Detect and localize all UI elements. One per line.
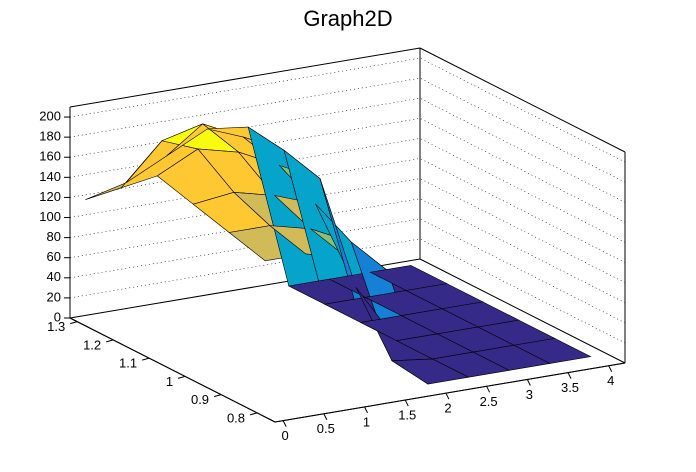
- x-tick-label: 1: [363, 414, 370, 429]
- x-tick: [282, 420, 287, 427]
- x-tick-label: 0: [282, 428, 289, 443]
- z-tick-label: 160: [39, 149, 61, 164]
- x-tick: [486, 386, 491, 393]
- z-tick-label: 60: [47, 249, 61, 264]
- y-tick: [213, 394, 222, 398]
- y-tick-label: 1.2: [83, 337, 101, 352]
- y-tick: [141, 357, 150, 361]
- x-tick: [404, 399, 409, 407]
- grid-line: [69, 77, 626, 183]
- y-tick-label: 0.8: [227, 410, 245, 425]
- y-tick-label: 1.3: [47, 319, 65, 334]
- y-tick: [249, 412, 258, 416]
- grid-line: [69, 118, 626, 223]
- z-tick-label: 180: [39, 129, 61, 144]
- x-tick: [364, 406, 368, 414]
- grid-line: [69, 258, 626, 364]
- z-tick-label: 140: [39, 169, 61, 184]
- grid-line: [69, 97, 626, 203]
- surface-cell: [513, 338, 592, 364]
- y-axis: [69, 317, 276, 423]
- z-tick-label: 80: [47, 229, 61, 244]
- y-tick: [70, 321, 78, 325]
- x-tick: [445, 392, 450, 400]
- grid-line: [69, 158, 626, 263]
- y-tick-label: 0.9: [191, 392, 209, 407]
- y-tick-label: 1.1: [119, 356, 137, 371]
- x-tick: [526, 379, 531, 386]
- z-tick-label: 200: [39, 108, 61, 123]
- x-tick: [567, 372, 572, 379]
- z-tick-label: 120: [39, 189, 61, 204]
- x-tick-label: 3.5: [561, 380, 579, 395]
- y-tick: [177, 375, 186, 379]
- frame-edge: [69, 47, 421, 108]
- x-tick-label: 3: [526, 387, 533, 402]
- z-tick-label: 40: [47, 269, 61, 284]
- chart-title: Graph2D: [303, 6, 392, 31]
- z-tick-label: 0: [54, 309, 61, 324]
- x-tick-label: 2.5: [480, 394, 498, 409]
- grid-line: [69, 238, 626, 344]
- x-tick-label: 1.5: [398, 407, 416, 422]
- z-tick-label: 20: [47, 289, 61, 304]
- frame-edge: [419, 258, 626, 364]
- x-tick-label: 4: [607, 373, 614, 388]
- y-tick-label: 1: [166, 374, 173, 389]
- x-tick: [323, 413, 328, 420]
- grid-line: [69, 218, 626, 324]
- z-tick-label: 100: [39, 209, 61, 224]
- grid-line: [69, 57, 626, 163]
- x-axis: [274, 362, 626, 423]
- grid-line: [69, 198, 626, 303]
- y-tick: [106, 339, 114, 343]
- grid-line: [69, 178, 626, 283]
- x-tick: [608, 365, 613, 372]
- frame-edge: [419, 47, 626, 153]
- x-tick-label: 2: [444, 401, 451, 416]
- grid-line: [69, 138, 626, 243]
- x-tick-label: 0.5: [317, 421, 335, 436]
